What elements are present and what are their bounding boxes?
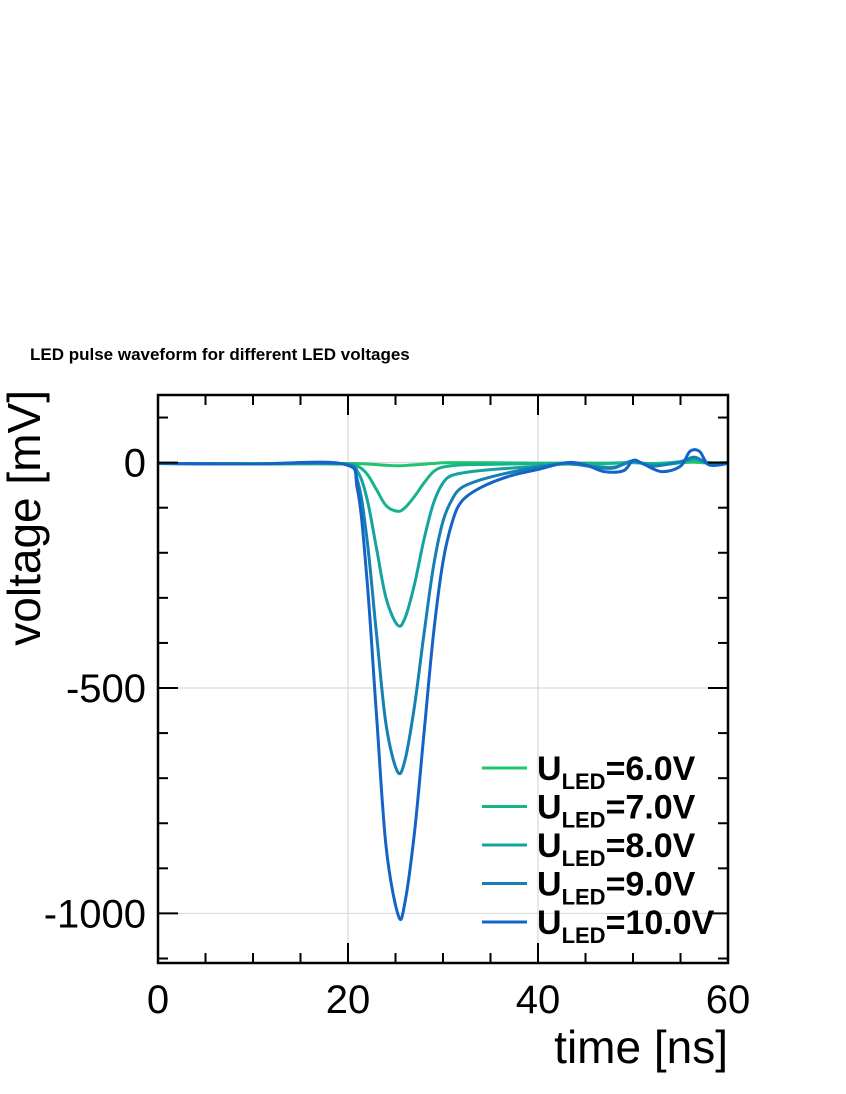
legend-entry: ULED=9.0V bbox=[537, 866, 696, 910]
tick-marks bbox=[157, 395, 729, 963]
y-tick-label: 0 bbox=[124, 442, 146, 486]
series-line bbox=[157, 455, 729, 776]
series-line bbox=[157, 448, 729, 921]
x-axis-title: time [ns] bbox=[554, 1021, 728, 1073]
series-lines bbox=[157, 448, 729, 921]
x-tick-label: 40 bbox=[516, 978, 561, 1022]
legend-entry: ULED=7.0V bbox=[537, 789, 696, 833]
legend-entry: ULED=8.0V bbox=[537, 827, 696, 871]
legend-entry: ULED=6.0V bbox=[537, 750, 696, 794]
x-tick-label: 20 bbox=[326, 978, 371, 1022]
x-tick-label: 0 bbox=[147, 978, 169, 1022]
x-tick-label: 60 bbox=[706, 978, 751, 1022]
chart-title: LED pulse waveform for different LED vol… bbox=[30, 345, 410, 364]
tick-labels: 0 20 40 60 0 -500 -1000 bbox=[44, 442, 751, 1022]
series-line bbox=[157, 456, 729, 628]
y-tick-label: -500 bbox=[66, 667, 146, 711]
legend: ULED=6.0VULED=7.0VULED=8.0VULED=9.0VULED… bbox=[482, 750, 715, 948]
y-axis-title: voltage [mV] bbox=[0, 390, 50, 646]
y-tick-label: -1000 bbox=[44, 892, 146, 936]
legend-entry: ULED=10.0V bbox=[537, 904, 715, 948]
